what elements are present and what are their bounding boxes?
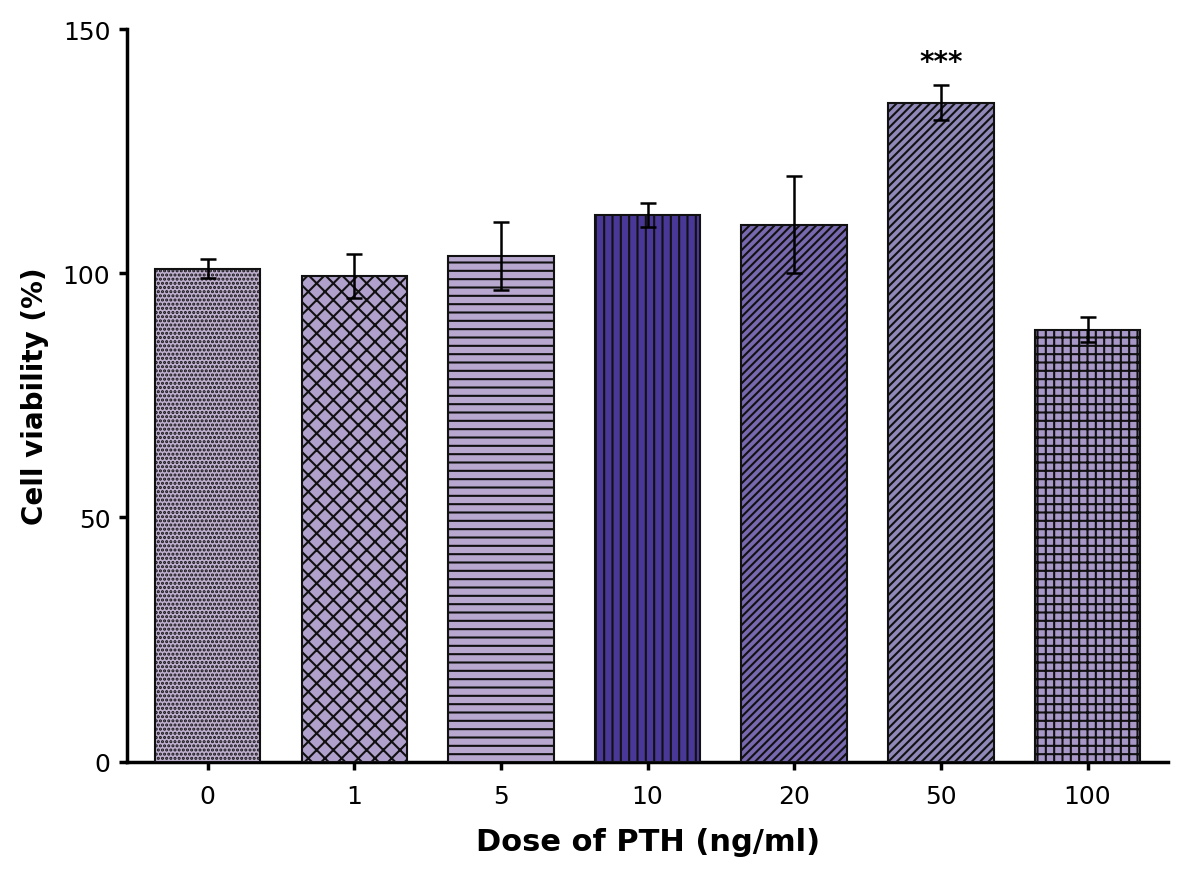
Bar: [594, 216, 700, 761]
X-axis label: Dose of PTH (ng/ml): Dose of PTH (ng/ml): [476, 827, 819, 856]
Bar: [742, 225, 847, 761]
Bar: [302, 276, 407, 761]
Text: ***: ***: [919, 48, 963, 76]
Bar: [448, 257, 554, 761]
Bar: [155, 269, 260, 761]
Bar: [1034, 330, 1140, 761]
Y-axis label: Cell viability (%): Cell viability (%): [21, 267, 49, 524]
Bar: [888, 103, 994, 761]
